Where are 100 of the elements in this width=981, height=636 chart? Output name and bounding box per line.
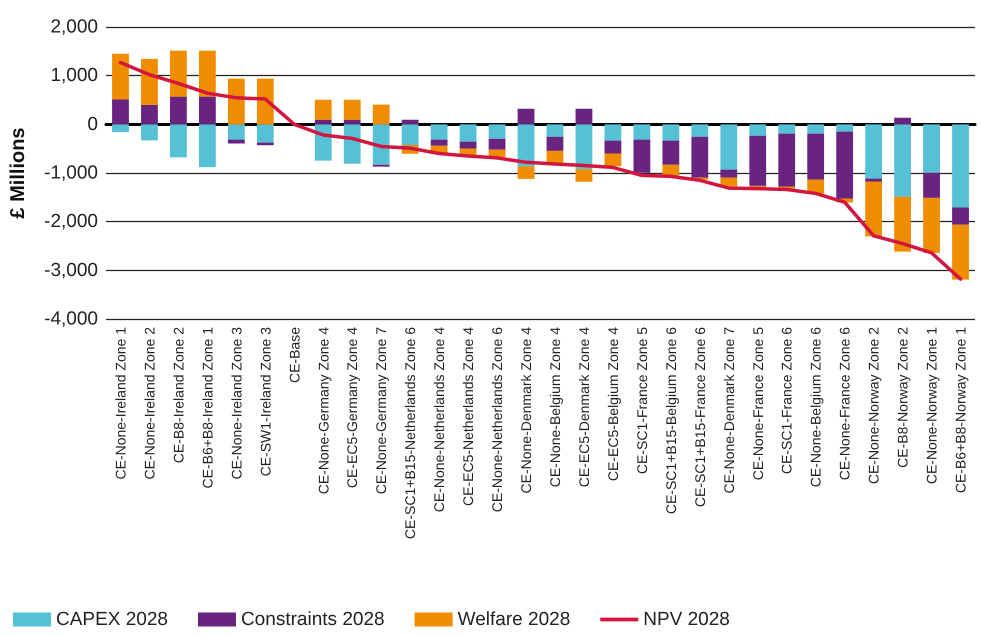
x-tick-label: CE-EC5-Denmark Zone 4: [576, 326, 592, 488]
y-tick-label: 0: [87, 114, 98, 135]
legend-label: CAPEX 2028: [56, 609, 168, 630]
x-tick-label: CE-EC5-Netherlands Zone 4: [460, 326, 476, 506]
x-tick-label: CE-None-France Zone 6: [836, 326, 853, 480]
bar: [720, 178, 738, 186]
bar: [923, 172, 940, 198]
bar: [865, 178, 882, 182]
y-tick-label: -4,000: [44, 308, 98, 330]
bar: [314, 100, 332, 120]
x-tick-label: CE-None-Netherlands Zone 4: [431, 326, 448, 512]
x-tick-label: CE-SC1-France Zone 6: [778, 326, 795, 474]
bar: [460, 142, 476, 149]
bar: [141, 58, 158, 105]
x-tick-label: CE-None-Norway Zone 1: [924, 326, 940, 484]
bar: [170, 124, 187, 158]
x-tick-label: CE-B6+B8-Ireland Zone 1: [199, 326, 216, 488]
x-tick-label: CE-B6+B8-Norway Zone 1: [952, 326, 969, 494]
bar: [546, 150, 564, 164]
bar: [488, 124, 506, 139]
bar: [112, 54, 129, 100]
x-tick-label: CE-None-Ireland Zone 2: [141, 326, 158, 480]
x-tick-label: CE-None-Belgium Zone 6: [808, 326, 824, 488]
bar: [372, 104, 390, 124]
bar: [576, 169, 592, 182]
legend-label: Welfare 2028: [458, 609, 570, 630]
legend-label: NPV 2028: [643, 609, 730, 630]
bar: [256, 78, 274, 124]
bar: [546, 136, 564, 151]
bar: [894, 118, 911, 124]
bar: [720, 124, 738, 170]
bar: [662, 164, 680, 176]
x-tick-label: CE-SC1+B15-Belgium Zone 6: [662, 326, 679, 514]
x-tick-label: CE-None-Belgium Zone 4: [546, 326, 563, 488]
bar: [112, 124, 129, 132]
bar: [198, 124, 216, 168]
x-tick-label: CE-None-Ireland Zone 1: [112, 326, 128, 480]
x-tick-label: CE-EC5-Belgium Zone 4: [604, 326, 621, 482]
x-tick-label: CE-None-Ireland Zone 3: [228, 326, 244, 480]
x-tick-label: CE-Base: [286, 326, 302, 384]
x-tick-label: CE-SW1-Ireland Zone 3: [257, 326, 274, 476]
bar: [256, 124, 274, 143]
bar: [923, 198, 940, 253]
bar: [430, 140, 448, 146]
bar: [488, 138, 506, 150]
bar: [836, 124, 854, 132]
x-tick-label: CE-EC5-Germany Zone 4: [344, 326, 360, 488]
bar: [894, 196, 911, 252]
x-tick-label: CE-None-Germany Zone 4: [315, 326, 332, 494]
bar: [518, 166, 534, 179]
x-tick-label: CE-None-Netherlands Zone 6: [489, 326, 506, 512]
x-tick-label: CE-SC1-France Zone 5: [634, 326, 650, 474]
x-tick-label: CE-None-France Zone 5: [750, 326, 766, 480]
bar: [576, 124, 592, 170]
bar: [430, 124, 448, 140]
bar: [865, 124, 882, 179]
y-axis-title: £ Millions: [7, 127, 29, 219]
bar: [952, 224, 969, 280]
bar: [256, 142, 274, 146]
y-tick-label: -3,000: [44, 260, 98, 281]
bar: [344, 120, 361, 124]
bar: [112, 100, 129, 124]
bar: [807, 134, 824, 180]
bar: [662, 124, 680, 141]
bar: [488, 150, 506, 157]
x-tick-label: CE-B8-Norway Zone 2: [894, 326, 911, 468]
bar: [518, 124, 534, 166]
line-series: [118, 60, 962, 281]
bar: [720, 170, 738, 178]
x-tick-label: CE-None-Denmark Zone 7: [720, 326, 737, 494]
bar: [778, 134, 796, 187]
bar: [314, 120, 332, 124]
bar: [141, 104, 158, 124]
bar: [923, 124, 940, 173]
bar: [228, 78, 245, 124]
bar: [836, 132, 854, 199]
bar: [518, 108, 534, 124]
bar: [952, 124, 969, 208]
bar: [170, 50, 187, 97]
bar: [198, 96, 216, 124]
bar: [141, 124, 158, 140]
bar: [691, 124, 708, 137]
bar: [546, 124, 564, 137]
bar: [198, 50, 216, 97]
x-tick-label: CE-None-Norway Zone 2: [866, 326, 882, 484]
bar: [402, 124, 419, 146]
x-tick-label: CE-B8-Ireland Zone 2: [170, 326, 186, 464]
x-tick-label: CE-None-Germany Zone 7: [373, 326, 390, 494]
y-tick-label: 1,000: [50, 65, 98, 86]
bar: [604, 124, 622, 141]
bar: [691, 136, 708, 178]
bar: [749, 136, 766, 186]
y-tick-label: 2,000: [50, 16, 98, 38]
bar: [807, 124, 824, 134]
bar: [344, 100, 361, 120]
x-tick-label: CE-None-Denmark Zone 4: [518, 326, 534, 494]
bar: [576, 108, 592, 124]
bar: [778, 124, 796, 134]
x-tick-label: CE-SC1+B15-Netherlands Zone 6: [402, 326, 418, 540]
bar: [633, 124, 650, 140]
